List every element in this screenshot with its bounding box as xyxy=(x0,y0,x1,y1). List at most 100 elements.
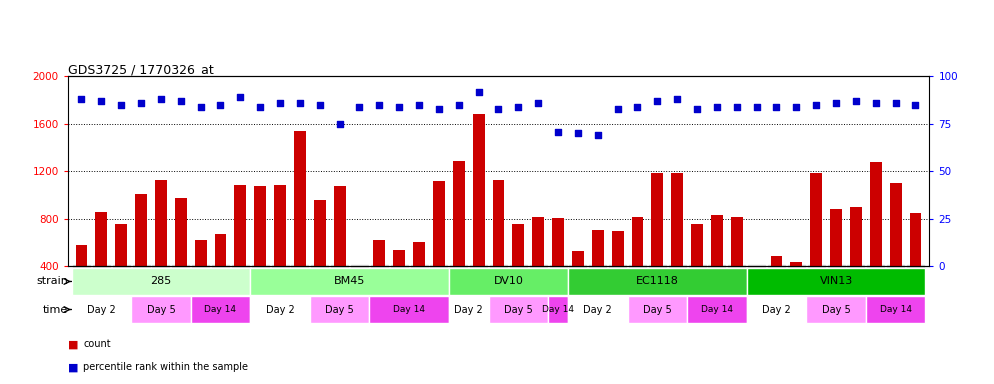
Point xyxy=(888,100,904,106)
Bar xyxy=(274,185,286,314)
Point xyxy=(451,102,467,108)
Point xyxy=(729,104,745,110)
Text: Day 2: Day 2 xyxy=(454,305,483,314)
Text: Day 2: Day 2 xyxy=(265,305,294,314)
Bar xyxy=(890,183,902,314)
Bar xyxy=(453,161,465,314)
Point xyxy=(589,132,605,138)
Bar xyxy=(687,296,746,323)
Text: ■: ■ xyxy=(68,362,79,372)
Point xyxy=(74,96,89,102)
Bar xyxy=(250,296,310,323)
Bar xyxy=(548,296,568,323)
Text: Day 14: Day 14 xyxy=(880,305,911,314)
Bar xyxy=(532,217,544,314)
Text: count: count xyxy=(83,339,111,349)
Point xyxy=(629,104,645,110)
Bar xyxy=(627,296,687,323)
Text: Day 14: Day 14 xyxy=(701,305,733,314)
Point xyxy=(292,100,308,106)
Text: Day 5: Day 5 xyxy=(822,305,851,314)
Point xyxy=(332,121,348,127)
Bar xyxy=(155,180,167,314)
Point xyxy=(113,102,129,108)
Point xyxy=(689,106,705,112)
Bar xyxy=(731,217,743,314)
Point xyxy=(788,104,804,110)
Point xyxy=(173,98,189,104)
Point xyxy=(193,104,209,110)
Point xyxy=(768,104,784,110)
Bar xyxy=(631,217,643,314)
Bar xyxy=(572,251,583,314)
Point xyxy=(93,98,109,104)
Bar xyxy=(433,181,445,314)
Text: Day 5: Day 5 xyxy=(504,305,533,314)
Bar xyxy=(76,245,87,314)
Point xyxy=(272,100,288,106)
Bar xyxy=(354,277,366,314)
Point xyxy=(609,106,625,112)
Text: percentile rank within the sample: percentile rank within the sample xyxy=(83,362,248,372)
Text: GDS3725 / 1770326_at: GDS3725 / 1770326_at xyxy=(68,63,214,76)
Point xyxy=(392,104,408,110)
Bar xyxy=(449,296,489,323)
Bar xyxy=(591,230,603,314)
Bar xyxy=(651,173,663,314)
Bar xyxy=(790,262,802,314)
Bar xyxy=(115,224,127,314)
Point xyxy=(709,104,725,110)
Bar xyxy=(746,268,925,295)
Bar xyxy=(691,224,703,314)
Point xyxy=(471,89,487,95)
Bar xyxy=(711,215,723,314)
Point xyxy=(510,104,526,110)
Bar xyxy=(250,268,449,295)
Point xyxy=(312,102,328,108)
Bar xyxy=(254,186,266,314)
Bar xyxy=(850,207,862,314)
Point xyxy=(748,104,764,110)
Bar xyxy=(830,210,842,314)
Point xyxy=(491,106,507,112)
Bar xyxy=(746,296,806,323)
Point xyxy=(828,100,844,106)
Bar xyxy=(235,185,247,314)
Text: ■: ■ xyxy=(68,339,79,349)
Point xyxy=(213,102,229,108)
Bar xyxy=(334,186,346,314)
Point xyxy=(233,94,248,100)
Bar xyxy=(493,180,504,314)
Point xyxy=(550,129,566,135)
Bar xyxy=(449,268,568,295)
Point xyxy=(868,100,884,106)
Bar xyxy=(310,296,370,323)
Text: Day 5: Day 5 xyxy=(146,305,175,314)
Text: Day 14: Day 14 xyxy=(394,305,425,314)
Text: Day 2: Day 2 xyxy=(762,305,791,314)
Bar xyxy=(552,218,564,314)
Bar xyxy=(671,173,683,314)
Bar xyxy=(512,224,524,314)
Point xyxy=(153,96,169,102)
Bar xyxy=(866,296,925,323)
Point xyxy=(808,102,824,108)
Bar xyxy=(314,200,326,314)
Text: Day 14: Day 14 xyxy=(542,305,575,314)
Bar xyxy=(870,162,882,314)
Bar xyxy=(568,268,746,295)
Text: Day 14: Day 14 xyxy=(205,305,237,314)
Text: Day 2: Day 2 xyxy=(86,305,115,314)
Point xyxy=(412,102,427,108)
Point xyxy=(372,102,388,108)
Bar xyxy=(135,194,147,314)
Bar xyxy=(806,296,866,323)
Bar xyxy=(175,198,187,314)
Point xyxy=(908,102,923,108)
Point xyxy=(133,100,149,106)
Point xyxy=(570,131,585,137)
Text: BM45: BM45 xyxy=(334,276,365,286)
Text: EC1118: EC1118 xyxy=(636,276,679,286)
Text: VIN13: VIN13 xyxy=(819,276,853,286)
Point xyxy=(431,106,447,112)
